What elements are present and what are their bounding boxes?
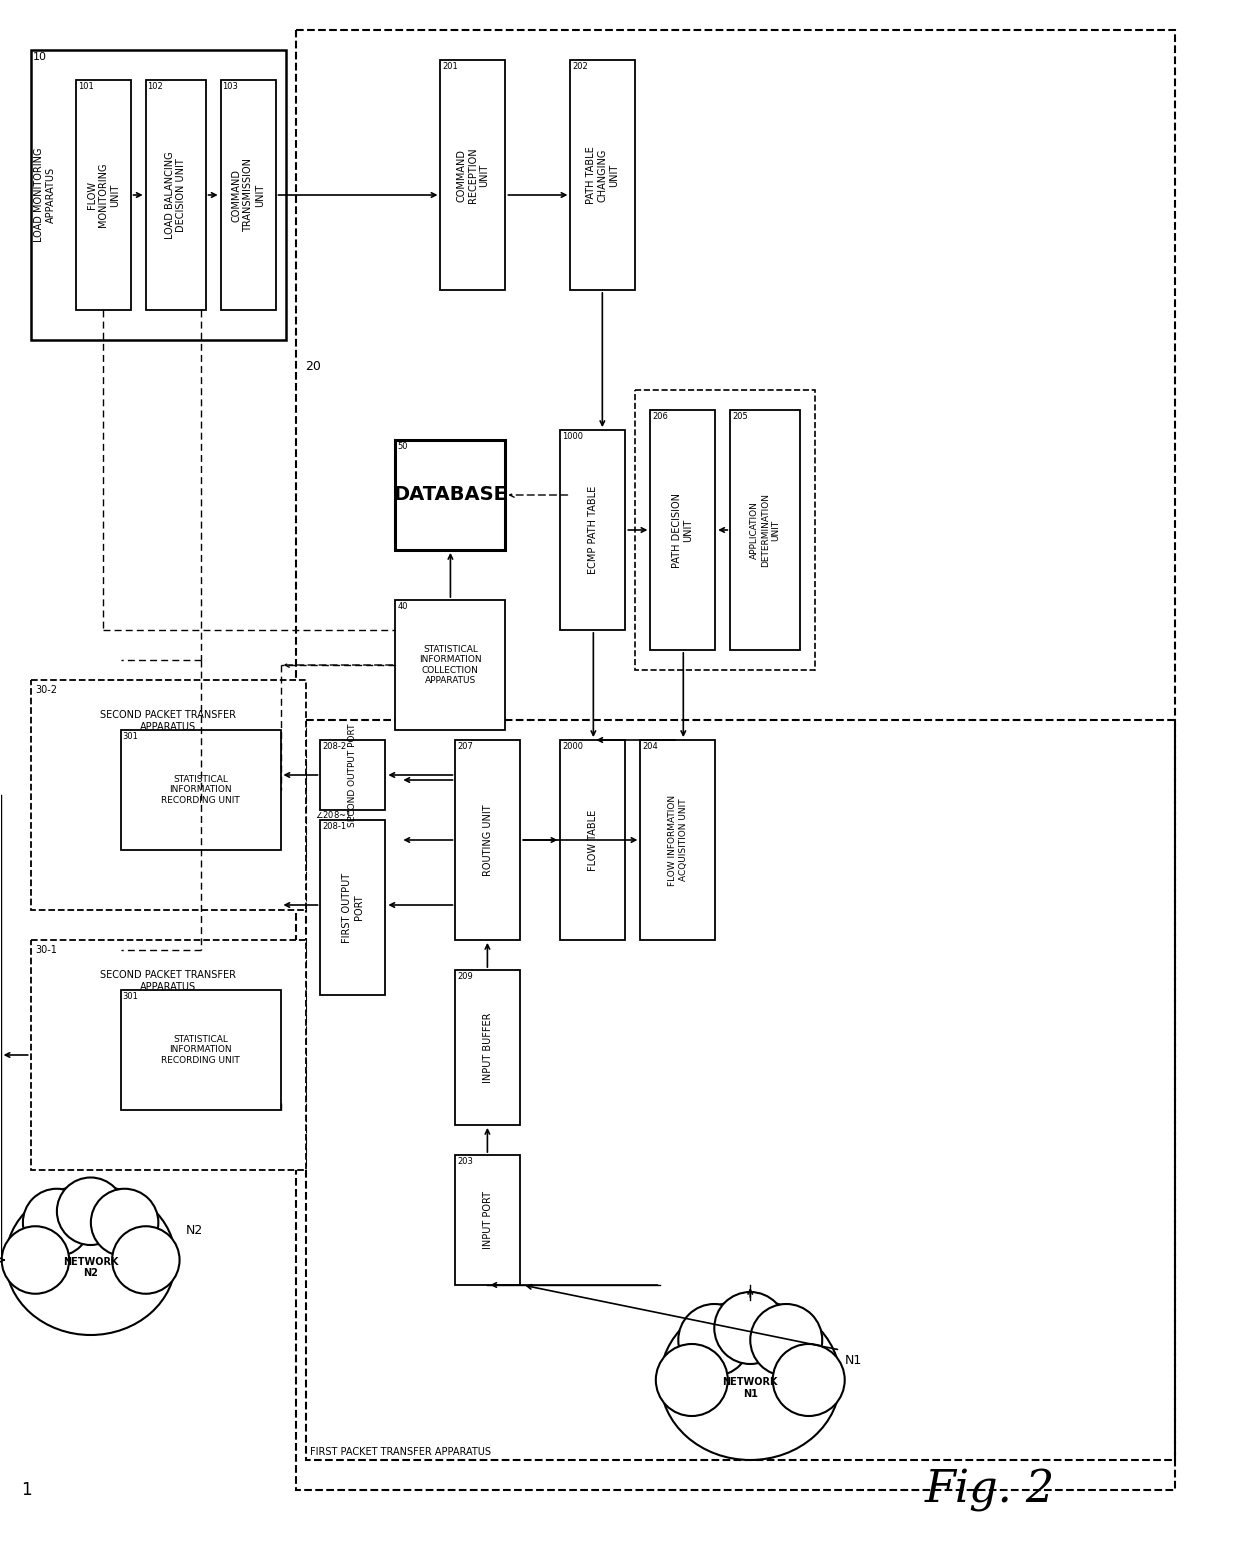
Text: N1: N1 bbox=[846, 1354, 863, 1367]
Text: 301: 301 bbox=[123, 992, 139, 1002]
Text: STATISTICAL
INFORMATION
RECORDING UNIT: STATISTICAL INFORMATION RECORDING UNIT bbox=[161, 1036, 239, 1065]
Text: 204: 204 bbox=[642, 743, 658, 750]
Text: 102: 102 bbox=[148, 83, 164, 90]
Text: 202: 202 bbox=[573, 62, 588, 72]
Text: 1000: 1000 bbox=[563, 432, 583, 441]
Text: 40: 40 bbox=[398, 602, 408, 612]
Circle shape bbox=[57, 1178, 124, 1245]
Bar bbox=[455, 739, 521, 941]
Bar bbox=[396, 440, 506, 551]
Bar bbox=[305, 721, 1176, 1460]
Text: PATH TABLE
CHANGING
UNIT: PATH TABLE CHANGING UNIT bbox=[587, 147, 620, 204]
Bar bbox=[570, 59, 635, 290]
Bar bbox=[320, 739, 386, 810]
Bar bbox=[295, 30, 1176, 1490]
Text: ROUTING UNIT: ROUTING UNIT bbox=[482, 805, 494, 875]
Text: SECOND PACKET TRANSFER
APPARATUS: SECOND PACKET TRANSFER APPARATUS bbox=[100, 970, 236, 992]
Circle shape bbox=[91, 1189, 159, 1256]
Text: NETWORK
N1: NETWORK N1 bbox=[723, 1377, 777, 1399]
Text: APPLICATION
DETERMINATION
UNIT: APPLICATION DETERMINATION UNIT bbox=[750, 493, 780, 566]
Text: DATABASE: DATABASE bbox=[393, 485, 507, 504]
Bar bbox=[31, 50, 285, 340]
Text: 101: 101 bbox=[78, 83, 93, 90]
Text: NETWORK
N2: NETWORK N2 bbox=[63, 1257, 118, 1278]
Text: 103: 103 bbox=[222, 83, 238, 90]
Text: LOAD MONITORING
APPARATUS: LOAD MONITORING APPARATUS bbox=[33, 148, 56, 242]
Text: 208-2: 208-2 bbox=[322, 743, 347, 750]
Circle shape bbox=[112, 1226, 180, 1293]
Circle shape bbox=[1, 1226, 69, 1293]
Bar bbox=[145, 80, 206, 310]
Circle shape bbox=[656, 1345, 728, 1416]
Bar bbox=[730, 410, 800, 651]
Circle shape bbox=[773, 1345, 844, 1416]
Text: 207: 207 bbox=[458, 743, 474, 750]
Bar bbox=[455, 1154, 521, 1285]
Text: 206: 206 bbox=[652, 412, 668, 421]
Circle shape bbox=[678, 1304, 750, 1376]
Text: 209: 209 bbox=[458, 972, 474, 981]
Text: FLOW INFORMATION
ACQUISITION UNIT: FLOW INFORMATION ACQUISITION UNIT bbox=[668, 794, 687, 886]
Text: 208-1: 208-1 bbox=[322, 822, 347, 831]
Text: 2000: 2000 bbox=[563, 743, 583, 750]
Text: 1: 1 bbox=[21, 1480, 31, 1499]
Circle shape bbox=[714, 1292, 786, 1363]
Text: SECOND PACKET TRANSFER
APPARATUS: SECOND PACKET TRANSFER APPARATUS bbox=[100, 710, 236, 732]
Bar bbox=[31, 941, 305, 1170]
Text: N2: N2 bbox=[186, 1223, 203, 1237]
Text: 20: 20 bbox=[305, 360, 321, 373]
Text: 10: 10 bbox=[32, 51, 47, 62]
Bar bbox=[560, 739, 625, 941]
Bar bbox=[640, 739, 715, 941]
Text: SECOND OUTPUT PORT: SECOND OUTPUT PORT bbox=[348, 724, 357, 827]
Text: COMMAND
TRANSMISSION
UNIT: COMMAND TRANSMISSION UNIT bbox=[232, 158, 264, 232]
Text: $\angle$208~1: $\angle$208~1 bbox=[315, 810, 352, 821]
Text: LOAD BALANCING
DECISION UNIT: LOAD BALANCING DECISION UNIT bbox=[165, 151, 186, 239]
Bar bbox=[120, 991, 280, 1111]
Bar bbox=[396, 601, 506, 730]
Bar bbox=[221, 80, 275, 310]
Text: Fig. 2: Fig. 2 bbox=[925, 1468, 1055, 1512]
Text: 30-2: 30-2 bbox=[36, 685, 57, 696]
Text: 201: 201 bbox=[443, 62, 458, 72]
Text: INPUT PORT: INPUT PORT bbox=[482, 1190, 494, 1250]
Bar bbox=[120, 730, 280, 850]
Bar bbox=[440, 59, 506, 290]
Text: COMMAND
RECEPTION
UNIT: COMMAND RECEPTION UNIT bbox=[456, 147, 490, 203]
Text: FLOW TABLE: FLOW TABLE bbox=[588, 810, 598, 870]
Bar bbox=[650, 410, 715, 651]
Text: 205: 205 bbox=[733, 412, 748, 421]
Text: STATISTICAL
INFORMATION
COLLECTION
APPARATUS: STATISTICAL INFORMATION COLLECTION APPAR… bbox=[419, 644, 481, 685]
Text: FIRST OUTPUT
PORT: FIRST OUTPUT PORT bbox=[342, 872, 363, 942]
Text: 50: 50 bbox=[398, 441, 408, 451]
Bar bbox=[635, 390, 815, 669]
Ellipse shape bbox=[661, 1299, 841, 1460]
Text: 30-1: 30-1 bbox=[36, 945, 57, 955]
Text: ECMP PATH TABLE: ECMP PATH TABLE bbox=[588, 485, 598, 574]
Bar bbox=[31, 680, 305, 909]
Text: 203: 203 bbox=[458, 1158, 474, 1165]
Text: FIRST PACKET TRANSFER APPARATUS: FIRST PACKET TRANSFER APPARATUS bbox=[310, 1448, 491, 1457]
Text: PATH DECISION
UNIT: PATH DECISION UNIT bbox=[672, 493, 693, 568]
Circle shape bbox=[750, 1304, 822, 1376]
Bar bbox=[560, 431, 625, 630]
Text: 301: 301 bbox=[123, 732, 139, 741]
Ellipse shape bbox=[6, 1186, 176, 1335]
Bar bbox=[320, 821, 386, 995]
Bar bbox=[76, 80, 130, 310]
Circle shape bbox=[22, 1189, 91, 1256]
Text: FLOW
MONITORING
UNIT: FLOW MONITORING UNIT bbox=[87, 162, 120, 228]
Bar bbox=[455, 970, 521, 1125]
Text: INPUT BUFFER: INPUT BUFFER bbox=[482, 1012, 494, 1083]
Text: STATISTICAL
INFORMATION
RECORDING UNIT: STATISTICAL INFORMATION RECORDING UNIT bbox=[161, 775, 239, 805]
